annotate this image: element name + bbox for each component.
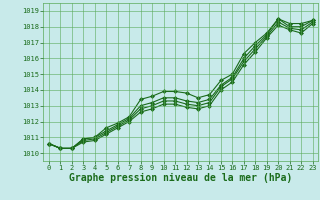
X-axis label: Graphe pression niveau de la mer (hPa): Graphe pression niveau de la mer (hPa): [69, 173, 292, 183]
